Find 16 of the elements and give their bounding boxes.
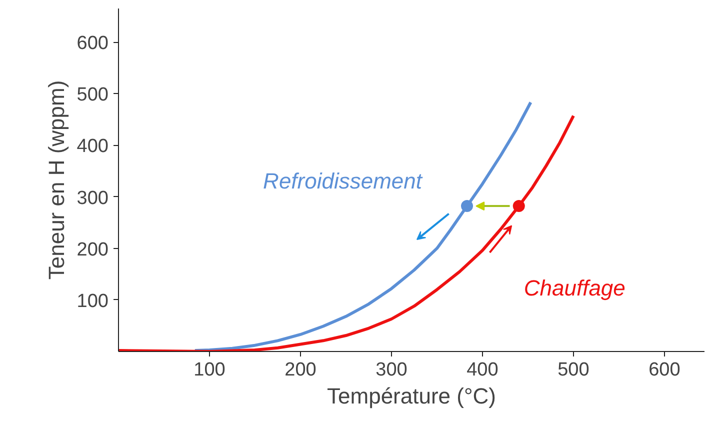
x-tick-label: 600 <box>648 360 680 380</box>
y-tick-label: 400 <box>76 136 108 158</box>
x-tick-label: 500 <box>558 360 590 380</box>
y-tick-label: 500 <box>76 84 108 106</box>
text: Chauffage <box>524 276 626 301</box>
x-tick-label: 100 <box>194 360 226 380</box>
text: Refroidissement <box>263 168 423 194</box>
y-tick-label: 600 <box>76 33 108 54</box>
x-tick-label: 200 <box>284 360 316 380</box>
x-tick-label: 300 <box>376 360 408 380</box>
y-tick-label: 100 <box>76 290 108 312</box>
y-tick-label: 300 <box>76 188 108 209</box>
x-tick-label: 400 <box>466 360 498 380</box>
y-tick-label: 200 <box>76 239 108 260</box>
x-axis-title: Température (°C) <box>327 384 496 408</box>
y-axis-title: Teneur en H (wppm) <box>44 80 69 280</box>
